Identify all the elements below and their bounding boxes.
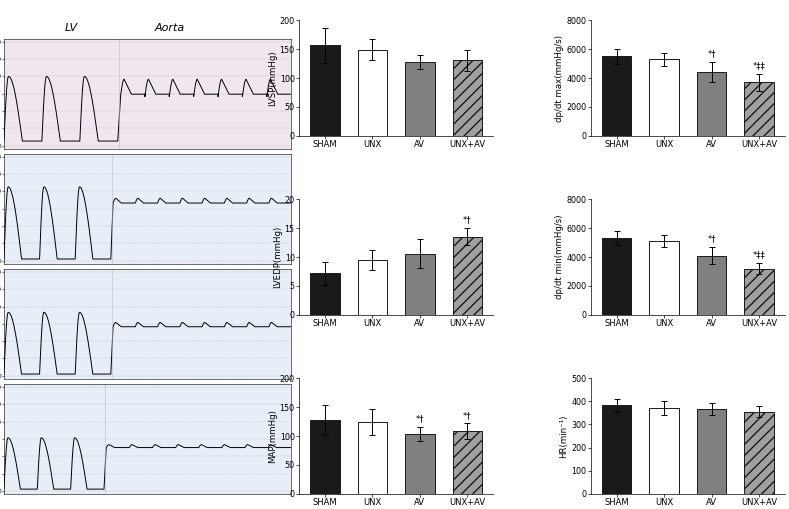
Y-axis label: LVEDP(mmHg): LVEDP(mmHg) (273, 226, 282, 288)
Text: *‡‡: *‡‡ (753, 61, 765, 70)
Bar (744, 411, 774, 494)
Y-axis label: MAP(mmHg): MAP(mmHg) (267, 409, 277, 463)
Bar (357, 260, 387, 315)
Bar (697, 409, 726, 494)
Bar (310, 420, 340, 494)
Bar (744, 269, 774, 315)
Bar (649, 60, 679, 136)
Bar (453, 237, 482, 315)
Y-axis label: HR(min⁻¹): HR(min⁻¹) (559, 414, 569, 458)
Bar (602, 56, 631, 136)
Text: LV: LV (65, 23, 77, 33)
Bar (406, 434, 435, 494)
Bar (649, 408, 679, 494)
Bar (697, 72, 726, 136)
Bar (602, 238, 631, 315)
Text: *‡‡: *‡‡ (753, 250, 765, 260)
Bar (310, 273, 340, 315)
Text: Aorta: Aorta (155, 23, 185, 33)
Bar (602, 405, 631, 494)
Bar (453, 432, 482, 494)
Text: *†: *† (463, 216, 472, 224)
Bar (406, 62, 435, 136)
Y-axis label: dp/dt max(mmHg/s): dp/dt max(mmHg/s) (555, 35, 563, 122)
Y-axis label: LVSP(mmHg): LVSP(mmHg) (267, 50, 277, 106)
Text: *†: *† (463, 411, 472, 420)
Bar (453, 60, 482, 136)
Bar (697, 256, 726, 315)
Bar (357, 422, 387, 494)
Text: *†: *† (707, 235, 716, 243)
Bar (357, 50, 387, 136)
Bar (649, 241, 679, 315)
Bar (406, 253, 435, 315)
Y-axis label: dp/dt min(mmHg/s): dp/dt min(mmHg/s) (555, 215, 563, 299)
Bar (744, 82, 774, 136)
Text: *†: *† (707, 50, 716, 59)
Bar (310, 45, 340, 136)
Text: *†: *† (416, 414, 424, 423)
